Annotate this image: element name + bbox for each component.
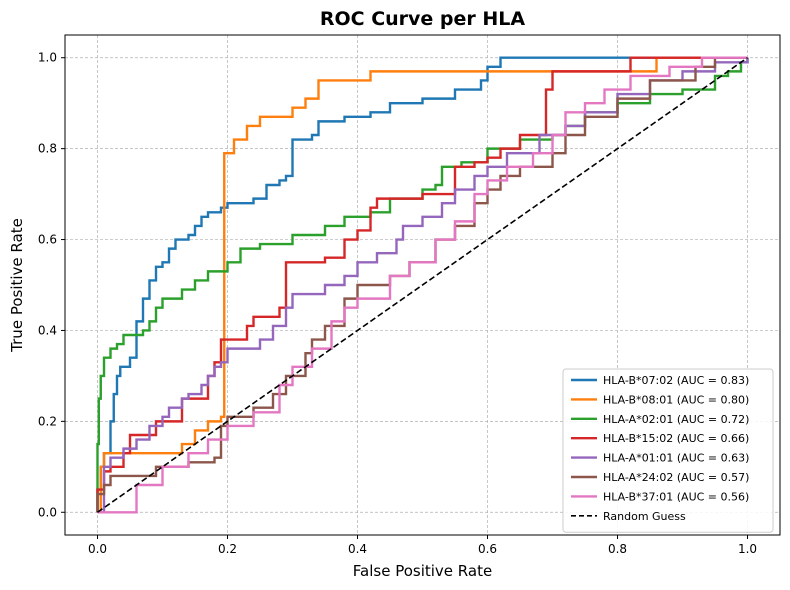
x-axis-label: False Positive Rate — [353, 562, 492, 580]
legend-box — [562, 368, 774, 533]
y-tick-label: 0.4 — [38, 323, 57, 337]
series-line-6 — [97, 56, 748, 514]
x-tick-label: 0.6 — [478, 542, 497, 556]
y-tick-label: 1.0 — [38, 51, 57, 65]
x-tick-label: 1.0 — [738, 542, 757, 556]
x-tick-label: 0.2 — [218, 542, 237, 556]
y-axis-ticks: 0.0 0.2 0.4 0.6 0.8 1.0 — [38, 51, 65, 519]
legend-label: HLA-A*01:01 (AUC = 0.63) — [603, 452, 749, 465]
series-line-1 — [97, 56, 748, 514]
legend: HLA-B*07:02 (AUC = 0.83) HLA-B*08:01 (AUC… — [562, 368, 774, 533]
series-group — [96, 56, 749, 514]
x-axis-ticks: 0.0 0.2 0.4 0.6 0.8 1.0 — [88, 535, 757, 556]
y-tick-label: 0.8 — [38, 142, 57, 156]
series-line-3 — [96, 56, 748, 513]
series-line-0 — [96, 56, 748, 513]
chart-title: ROC Curve per HLA — [320, 8, 526, 30]
y-tick-label: 0.0 — [38, 505, 57, 519]
y-tick-label: 0.6 — [38, 233, 57, 247]
random-guess-line — [97, 57, 748, 513]
legend-label: HLA-B*37:01 (AUC = 0.56) — [603, 490, 749, 503]
x-tick-label: 0.8 — [608, 542, 627, 556]
legend-label: Random Guess — [603, 510, 686, 523]
legend-label: HLA-A*24:02 (AUC = 0.57) — [603, 471, 749, 484]
legend-label: HLA-B*07:02 (AUC = 0.83) — [603, 374, 749, 387]
legend-label: HLA-B*15:02 (AUC = 0.66) — [603, 432, 749, 445]
legend-label: HLA-A*02:01 (AUC = 0.72) — [603, 413, 749, 426]
y-axis-label: True Positive Rate — [8, 218, 26, 353]
x-tick-label: 0.0 — [88, 542, 107, 556]
x-tick-label: 0.4 — [348, 542, 367, 556]
legend-label: HLA-B*08:01 (AUC = 0.80) — [603, 393, 749, 406]
y-tick-label: 0.2 — [38, 414, 57, 428]
plot-frame — [64, 34, 781, 536]
